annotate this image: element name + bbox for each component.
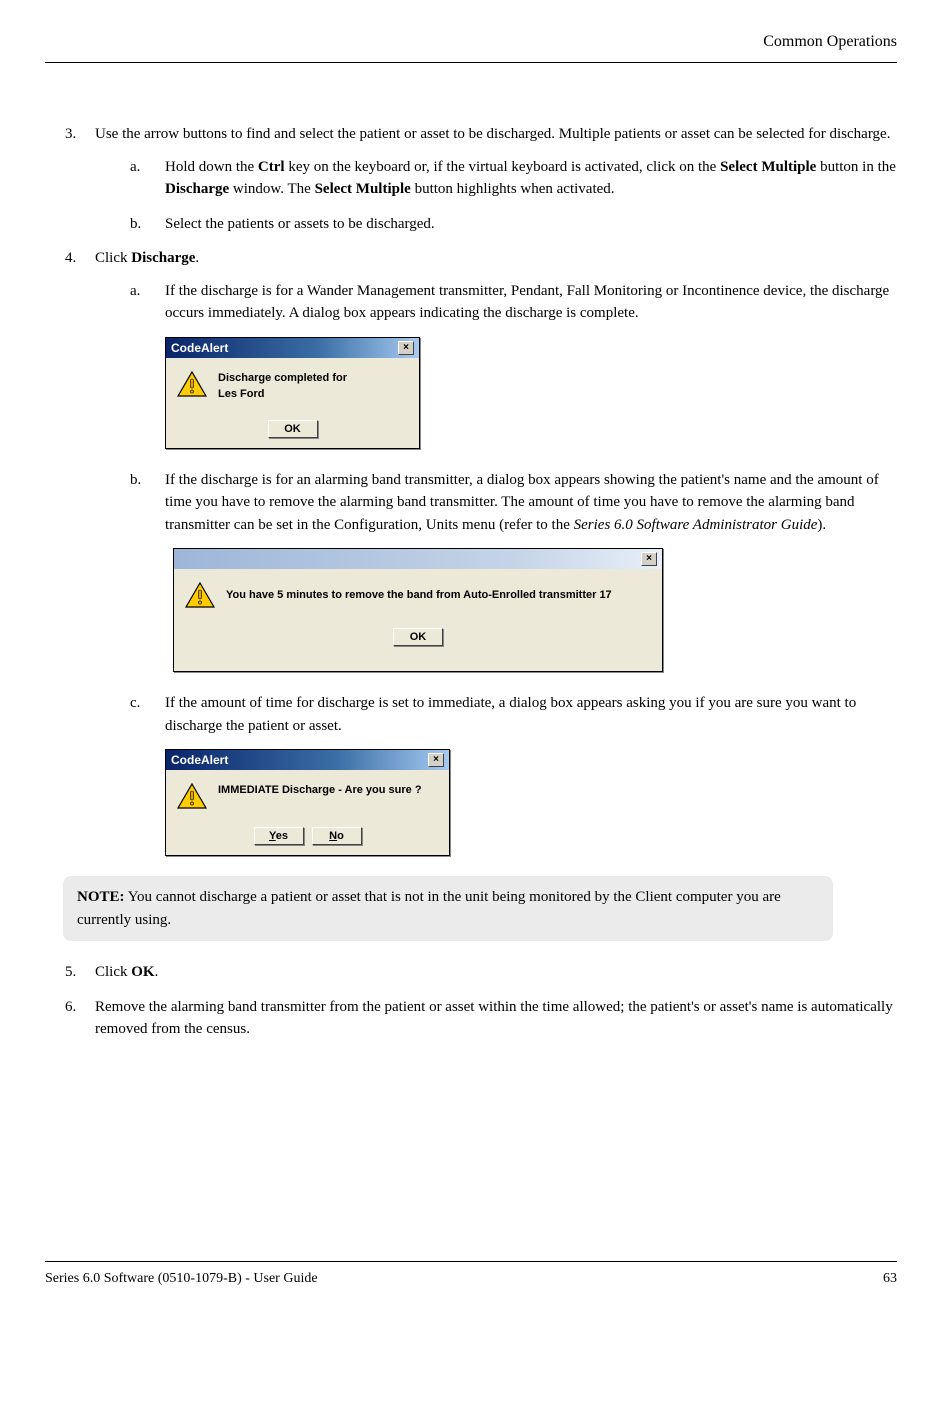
warning-icon <box>176 370 208 398</box>
t: OK <box>131 964 154 980</box>
ok-button[interactable]: OK <box>393 628 443 646</box>
warning-icon <box>176 782 208 810</box>
dialog-message: You have 5 minutes to remove the band fr… <box>226 587 612 604</box>
button-row: Yes No <box>166 822 449 855</box>
t: If the amount of time for discharge is s… <box>165 695 856 734</box>
page-header: Common Operations <box>45 30 897 63</box>
step-4b: b. If the discharge is for an alarming b… <box>130 469 897 673</box>
sub-letter: a. <box>130 156 140 179</box>
sub-list: a. If the discharge is for a Wander Mana… <box>130 280 897 857</box>
t: Discharge <box>131 250 195 266</box>
t: Remove the alarming band transmitter fro… <box>95 999 893 1038</box>
t: ). <box>817 517 826 533</box>
footer-right: 63 <box>883 1268 897 1289</box>
step-3: 3. Use the arrow buttons to find and sel… <box>65 123 897 235</box>
sub-list: a. Hold down the Ctrl key on the keyboar… <box>130 156 897 236</box>
t: Ctrl <box>258 159 285 175</box>
dialog-titlebar: CodeAlert × <box>166 338 419 358</box>
step-4: 4. Click Discharge. a. If the discharge … <box>65 247 897 856</box>
note-box: NOTE: You cannot discharge a patient or … <box>63 876 833 941</box>
msg-line1: Discharge completed for <box>218 370 347 387</box>
step-6: 6. Remove the alarming band transmitter … <box>65 996 897 1041</box>
step-list-cont: 5. Click OK. 6. Remove the alarming band… <box>65 961 897 1041</box>
msg-line2: Les Ford <box>218 386 347 403</box>
step-list: 3. Use the arrow buttons to find and sel… <box>65 123 897 856</box>
button-row: OK <box>184 623 652 656</box>
t: . <box>155 964 159 980</box>
dialog-title: CodeAlert <box>171 751 228 769</box>
t: Select Multiple <box>720 159 816 175</box>
sub-letter: b. <box>130 213 141 236</box>
t: button in the <box>816 159 896 175</box>
sub-letter: a. <box>130 280 140 303</box>
step-4c: c. If the amount of time for discharge i… <box>130 692 897 856</box>
page-footer: Series 6.0 Software (0510-1079-B) - User… <box>45 1261 897 1289</box>
t: Select the patients or assets to be disc… <box>165 216 435 232</box>
t: key on the keyboard or, if the virtual k… <box>285 159 721 175</box>
dialog-message: IMMEDIATE Discharge - Are you sure ? <box>218 782 422 799</box>
dialog-message: Discharge completed for Les Ford <box>218 370 347 403</box>
step-3a: a. Hold down the Ctrl key on the keyboar… <box>130 156 897 201</box>
no-button[interactable]: No <box>312 827 362 845</box>
ok-button[interactable]: OK <box>268 420 318 438</box>
yes-button[interactable]: Yes <box>254 827 304 845</box>
button-row: OK <box>166 415 419 448</box>
footer-left: Series 6.0 Software (0510-1079-B) - User… <box>45 1268 318 1289</box>
dialog-body: You have 5 minutes to remove the band fr… <box>174 569 662 671</box>
section-title: Common Operations <box>763 33 897 50</box>
dialog-discharge-complete: CodeAlert × Discharge completed for Les … <box>165 337 420 449</box>
close-icon[interactable]: × <box>428 753 444 767</box>
dialog-body: Discharge completed for Les Ford <box>166 358 419 415</box>
close-icon[interactable]: × <box>398 341 414 355</box>
t: window. The <box>229 181 314 197</box>
t: If the discharge is for a Wander Managem… <box>165 283 889 322</box>
dialog-titlebar: × <box>174 549 662 569</box>
sub-letter: b. <box>130 469 141 492</box>
icon-row: You have 5 minutes to remove the band fr… <box>184 581 652 609</box>
step-5: 5. Click OK. <box>65 961 897 984</box>
t: button highlights when activated. <box>411 181 615 197</box>
step-text: Use the arrow buttons to find and select… <box>95 126 890 142</box>
t: . <box>195 250 199 266</box>
step-number: 4. <box>65 247 76 270</box>
step-4a: a. If the discharge is for a Wander Mana… <box>130 280 897 449</box>
t: Select Multiple <box>315 181 411 197</box>
step-number: 6. <box>65 996 76 1019</box>
note-label: NOTE: <box>77 889 125 905</box>
t: Discharge <box>165 181 229 197</box>
close-icon[interactable]: × <box>641 552 657 566</box>
t: Series 6.0 Software Administrator Guide <box>574 517 818 533</box>
warning-icon <box>184 581 216 609</box>
dialog-title: CodeAlert <box>171 339 228 357</box>
sub-letter: c. <box>130 692 140 715</box>
t: Hold down the <box>165 159 258 175</box>
dialog-remove-band: × You have 5 minutes to remove the band … <box>173 548 663 672</box>
step-3b: b. Select the patients or assets to be d… <box>130 213 897 236</box>
t: Click <box>95 250 131 266</box>
t: Click <box>95 964 131 980</box>
dialog-immediate-discharge: CodeAlert × IMMEDIATE Discharge - Are yo… <box>165 749 450 856</box>
step-number: 3. <box>65 123 76 146</box>
dialog-body: IMMEDIATE Discharge - Are you sure ? <box>166 770 449 822</box>
dialog-titlebar: CodeAlert × <box>166 750 449 770</box>
step-number: 5. <box>65 961 76 984</box>
note-text: You cannot discharge a patient or asset … <box>77 889 781 928</box>
